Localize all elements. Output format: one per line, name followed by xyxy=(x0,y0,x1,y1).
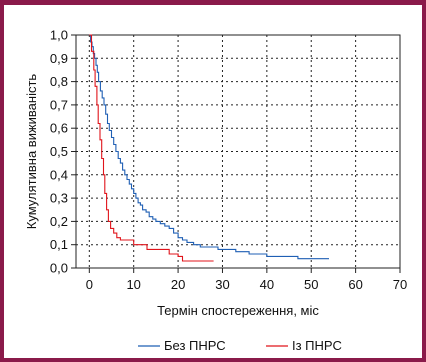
y-tick-label-2: 0,2 xyxy=(50,214,68,229)
y-tick-label-9: 0,9 xyxy=(50,51,68,66)
grid-lines xyxy=(76,34,401,269)
x-tick-label-4: 40 xyxy=(260,277,274,292)
x-axis-ticks: 0 10 20 30 40 50 60 70 xyxy=(86,268,407,292)
legend-label-series-0: Без ПНРС xyxy=(164,338,226,353)
y-tick-label-10: 1,0 xyxy=(50,28,68,43)
y-axis-label: Кумулятивна виживаність xyxy=(24,74,39,230)
x-tick-label-1: 10 xyxy=(126,277,140,292)
series-lines xyxy=(89,34,329,262)
x-tick-label-6: 60 xyxy=(348,277,362,292)
legend-label-series-1: Із ПНРС xyxy=(292,338,342,353)
x-tick-label-7: 70 xyxy=(393,277,407,292)
y-tick-label-3: 0,3 xyxy=(50,191,68,206)
x-axis-label: Термін спостереження, міс xyxy=(157,303,319,318)
x-tick-label-0: 0 xyxy=(86,277,93,292)
series-line-1 xyxy=(89,34,214,262)
x-tick-label-5: 50 xyxy=(304,277,318,292)
y-tick-label-8: 0,8 xyxy=(50,74,68,89)
y-axis-ticks: 0,0 0,1 0,2 0,3 0,4 0,5 0,6 0,7 0,8 0,9 1,0 xyxy=(50,28,76,276)
y-tick-label-0: 0,0 xyxy=(50,261,68,276)
y-tick-label-5: 0,5 xyxy=(50,144,68,159)
x-tick-label-3: 30 xyxy=(215,277,229,292)
y-tick-label-6: 0,6 xyxy=(50,121,68,136)
legend: Без ПНРС Із ПНРС xyxy=(138,338,342,353)
y-tick-label-1: 0,1 xyxy=(50,237,68,252)
y-tick-label-4: 0,4 xyxy=(50,167,68,182)
y-tick-label-7: 0,7 xyxy=(50,97,68,112)
series-line-0 xyxy=(89,34,329,260)
x-tick-label-2: 20 xyxy=(171,277,185,292)
